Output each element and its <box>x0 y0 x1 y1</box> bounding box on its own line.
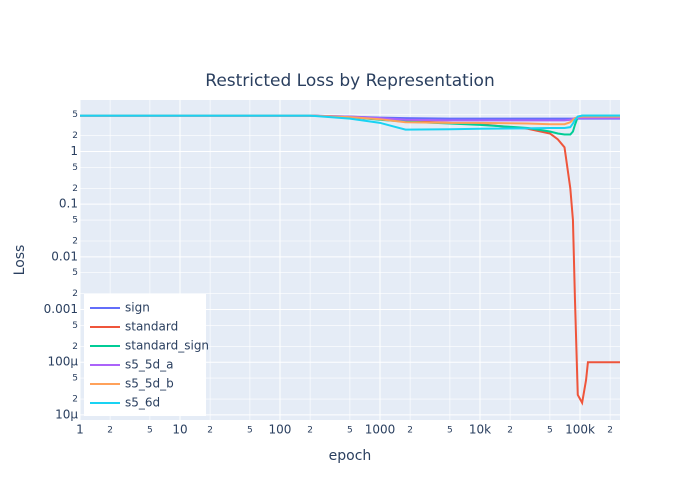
y-tick-label: 5 <box>72 374 78 384</box>
x-tick-label: 2 <box>207 426 213 436</box>
lines <box>80 114 620 406</box>
y-tick-label: 1 <box>70 144 78 158</box>
x-tick-label: 10 <box>172 423 187 437</box>
x-tick-label: 5 <box>347 426 353 436</box>
y-tick-label: 2 <box>72 342 78 352</box>
y-tick-label: 5 <box>72 216 78 226</box>
x-tick-label: 2 <box>407 426 413 436</box>
y-tick-label: 0.01 <box>51 249 78 263</box>
legend-label[interactable]: s5_5d_a <box>125 358 174 372</box>
y-tick-label: 5 <box>72 321 78 331</box>
legend-label[interactable]: s5_6d <box>125 396 160 410</box>
labels: 1 2 5 10 2 5 100 2 5 1000 2 5 10k 2 5 100k 2 10μ 2 5 100μ 2 5 0… <box>44 110 613 436</box>
x-tick-label: 1000 <box>365 423 396 437</box>
x-tick-label: 5 <box>447 426 453 436</box>
x-tick-label: 2 <box>607 426 613 436</box>
y-tick-label: 0.001 <box>44 302 78 316</box>
y-tick-label: 2 <box>72 237 78 247</box>
legend-label[interactable]: s5_5d_b <box>125 377 174 391</box>
chart-title: Restricted Loss by Representation <box>205 71 494 91</box>
y-tick-label: 5 <box>72 268 78 278</box>
x-tick-label: 5 <box>147 426 153 436</box>
y-tick-label: 2 <box>72 131 78 141</box>
y-tick-label: 100μ <box>47 355 78 369</box>
x-tick-label: 10k <box>469 423 491 437</box>
series-line <box>80 114 620 131</box>
y-tick-label: 2 <box>72 289 78 299</box>
x-tick-label: 1 <box>76 423 84 437</box>
y-axis-title: Loss <box>12 245 28 276</box>
legend-box <box>84 294 206 416</box>
legend: sign standard standard_sign s5_5d_a s5_5d_bs… <box>84 294 209 416</box>
y-tick-label: 5 <box>72 163 78 173</box>
y-tick-label: 2 <box>72 184 78 194</box>
y-tick-label: 5 <box>72 110 78 120</box>
x-axis-title: epoch <box>329 448 372 464</box>
x-tick-label: 2 <box>307 426 313 436</box>
legend-label[interactable]: standard_sign <box>125 339 209 353</box>
x-tick-label: 5 <box>247 426 253 436</box>
y-tick-label: 0.1 <box>59 197 78 211</box>
x-tick-label: 2 <box>507 426 513 436</box>
x-tick-label: 5 <box>547 426 553 436</box>
y-tick-label: 2 <box>72 395 78 405</box>
x-tick-label: 100k <box>565 423 595 437</box>
y-tick-label: 10μ <box>55 407 78 421</box>
x-tick-label: 100 <box>269 423 292 437</box>
grid <box>79 100 620 420</box>
legend-label[interactable]: sign <box>125 301 150 315</box>
legend-label[interactable]: standard <box>125 320 178 334</box>
x-tick-label: 2 <box>107 426 113 436</box>
